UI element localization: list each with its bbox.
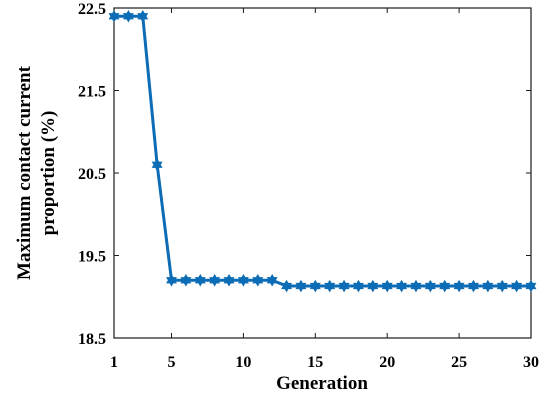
- data-point: [266, 273, 278, 287]
- data-point: [410, 279, 422, 293]
- marker-triangle-down: [209, 277, 221, 287]
- data-point: [252, 273, 264, 287]
- data-point: [381, 279, 393, 293]
- marker-triangle-down: [151, 161, 163, 172]
- x-axis-title: Generation: [276, 373, 368, 394]
- y-axis-title-line-2: proportion (%): [38, 111, 59, 236]
- data-point: [482, 279, 494, 293]
- data-point: [367, 279, 379, 293]
- marker-triangle-down: [295, 282, 307, 293]
- marker-triangle-down: [338, 282, 350, 293]
- data-point: [108, 9, 120, 23]
- data-point: [194, 273, 206, 287]
- marker-triangle-down: [511, 282, 523, 293]
- x-tick-labels: 1 5 10 15 20 25 30: [110, 354, 539, 371]
- y-tick-label: 19.5: [78, 249, 106, 266]
- marker-triangle-down: [496, 282, 508, 293]
- x-tick-label: 1: [110, 354, 118, 371]
- marker-triangle-down: [468, 282, 479, 293]
- marker-triangle-down: [166, 277, 177, 287]
- marker-triangle-down: [122, 13, 134, 23]
- data-point: [295, 279, 307, 293]
- marker-triangle-down: [252, 277, 264, 287]
- x-tick-label: 25: [451, 354, 467, 371]
- tick-marks: [113, 7, 532, 339]
- x-tick-label: 15: [307, 354, 323, 371]
- x-tick-label: 5: [168, 354, 176, 371]
- data-point: [223, 273, 235, 287]
- x-tick-label: 30: [523, 354, 539, 371]
- data-point: [352, 279, 364, 293]
- marker-triangle-down: [367, 282, 379, 293]
- data-point: [338, 279, 350, 293]
- marker-triangle-down: [223, 277, 235, 287]
- data-point: [439, 279, 451, 293]
- marker-triangle-down: [324, 282, 336, 293]
- y-tick-label: 22.5: [78, 1, 106, 18]
- data-point: [151, 158, 163, 172]
- marker-triangle-down: [525, 282, 537, 293]
- data-point: [180, 273, 192, 287]
- marker-triangle-down: [352, 282, 364, 293]
- marker-triangle-down: [108, 13, 120, 23]
- marker-triangle-down: [381, 282, 393, 293]
- marker-triangle-down: [266, 277, 278, 287]
- data-point: [511, 279, 523, 293]
- y-tick-label: 21.5: [78, 84, 106, 101]
- marker-triangle-down: [482, 282, 494, 293]
- marker-triangle-down: [237, 277, 249, 287]
- marker-triangle-down: [424, 282, 436, 293]
- data-point: [453, 279, 465, 293]
- marker-triangle-down: [453, 282, 465, 293]
- y-tick-label: 20.5: [78, 166, 106, 183]
- series-layer: [108, 9, 537, 293]
- data-point: [396, 279, 408, 293]
- marker-triangle-down: [194, 277, 206, 287]
- marker-triangle-down: [439, 282, 451, 293]
- marker-triangle-down: [309, 282, 321, 293]
- y-tick-labels: 18.5 19.5 20.5 21.5 22.5: [78, 1, 106, 348]
- data-point: [209, 273, 221, 287]
- data-point: [137, 9, 149, 23]
- y-tick-label: 18.5: [78, 331, 106, 348]
- data-point: [309, 279, 321, 293]
- data-point: [166, 273, 177, 287]
- data-point: [424, 279, 436, 293]
- data-point: [122, 9, 134, 23]
- y-axis-title-line-1: Maximum contact current: [14, 65, 35, 280]
- marker-triangle-down: [396, 282, 408, 293]
- data-point: [237, 273, 249, 287]
- data-point: [525, 279, 537, 293]
- marker-triangle-down: [180, 277, 192, 287]
- marker-triangle-down: [137, 13, 149, 23]
- x-tick-label: 20: [379, 354, 395, 371]
- data-point: [281, 279, 293, 293]
- data-point: [468, 279, 479, 293]
- x-tick-label: 10: [235, 354, 251, 371]
- data-point: [496, 279, 508, 293]
- marker-triangle-down: [281, 282, 293, 293]
- data-point: [324, 279, 336, 293]
- marker-triangle-down: [410, 282, 422, 293]
